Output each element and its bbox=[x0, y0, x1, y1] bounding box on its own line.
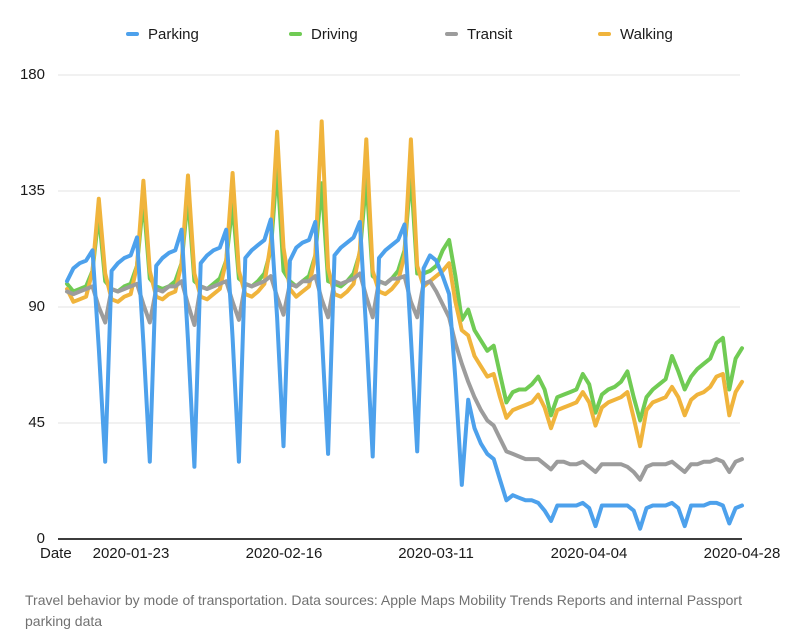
legend-item-parking[interactable]: Parking bbox=[126, 25, 199, 43]
legend-item-driving[interactable]: Driving bbox=[289, 25, 358, 43]
walking-line-swatch-icon bbox=[598, 32, 611, 36]
x-tick-2020-04-28: 2020-04-28 bbox=[703, 545, 781, 562]
parking-line-swatch-icon bbox=[126, 32, 139, 36]
x-tick-2020-04-04: 2020-04-04 bbox=[550, 545, 628, 562]
series-group bbox=[65, 119, 744, 531]
series-line-transit bbox=[65, 271, 744, 482]
x-tick-2020-01-23: 2020-01-23 bbox=[92, 545, 170, 562]
y-tick-0: 0 bbox=[36, 530, 45, 547]
legend-label-walking: Walking bbox=[620, 25, 673, 43]
y-tick-180: 180 bbox=[19, 66, 45, 83]
legend-label-driving: Driving bbox=[311, 25, 358, 43]
x-tick-2020-02-16: 2020-02-16 bbox=[245, 545, 323, 562]
y-tick-135: 135 bbox=[19, 182, 45, 199]
y-tick-45: 45 bbox=[28, 414, 45, 431]
x-axis-title: Date bbox=[40, 545, 72, 562]
legend-item-walking[interactable]: Walking bbox=[598, 25, 673, 43]
legend-item-transit[interactable]: Transit bbox=[445, 25, 512, 43]
chart-caption: Travel behavior by mode of transportatio… bbox=[25, 592, 742, 629]
y-tick-90: 90 bbox=[28, 298, 45, 315]
series-line-parking bbox=[65, 217, 744, 531]
legend-label-parking: Parking bbox=[148, 25, 199, 43]
transit-line-swatch-icon bbox=[445, 32, 458, 36]
driving-line-swatch-icon bbox=[289, 32, 302, 36]
x-tick-2020-03-11: 2020-03-11 bbox=[398, 545, 474, 562]
legend-label-transit: Transit bbox=[467, 25, 513, 43]
